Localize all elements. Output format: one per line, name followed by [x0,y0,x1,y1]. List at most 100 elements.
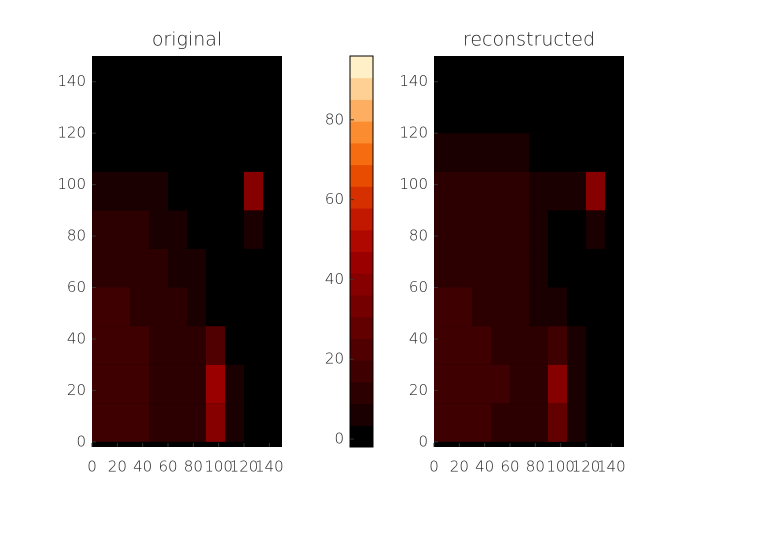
heatmap-cell [567,248,586,288]
heatmap-cell [130,403,149,442]
heatmap-cell [605,56,624,95]
heatmap-cell [586,210,605,249]
heatmap-cell [206,210,225,249]
y-tick-label: 0 [418,432,428,450]
heatmap-cell [225,287,244,327]
heatmap-cell [434,364,453,404]
heatmap-cell [586,133,605,172]
heatmap-cell [263,287,282,327]
heatmap-cell [130,210,149,249]
heatmap-cell [529,248,548,288]
heatmap-cell [586,171,605,211]
heatmap-cell [434,94,453,134]
heatmap-cell [567,133,586,172]
heatmap-cell [111,56,130,95]
heatmap-cell [586,248,605,288]
heatmap-cell [225,210,244,249]
heatmap-cell [149,210,168,249]
y-tick-label: 120 [57,124,86,142]
heatmap-cell [149,133,168,172]
heatmap-cell [130,287,149,327]
heatmap-cell [472,94,491,134]
heatmap-cell [586,326,605,365]
heatmap-cell [510,364,529,404]
heatmap-cell [434,248,453,288]
heatmap-cell [244,287,263,327]
heatmap-cell [605,133,624,172]
heatmap-cell [168,171,187,211]
heatmap-cell [548,248,567,288]
heatmap-cell [130,364,149,404]
heatmap-cell [567,364,586,404]
x-tick-label: 20 [450,458,469,476]
heatmap-cell [472,287,491,327]
heatmap-cell [111,403,130,442]
heatmap-cell [605,210,624,249]
heatmap-cell [567,94,586,134]
colorbar-band [350,381,373,405]
heatmap-cell [130,171,149,211]
y-tick-label: 20 [67,381,86,399]
x-tick-label: 120 [572,458,601,476]
heatmap-cell [187,210,206,249]
heatmap-cell [548,403,567,442]
heatmap-cell [244,248,263,288]
heatmap-cell [244,403,263,442]
heatmap-cell [548,326,567,365]
heatmap-cell [111,326,130,365]
heatmap-cell [187,248,206,288]
heatmap-cell [225,133,244,172]
heatmap-cell [472,364,491,404]
heatmap-cell [168,94,187,134]
heatmap-cell [453,287,472,327]
heatmap-cell [434,56,453,95]
heatmap-cell [548,133,567,172]
heatmap-cell [111,94,130,134]
heatmap-cell [111,210,130,249]
heatmap-cell [225,171,244,211]
heatmap-cell [548,287,567,327]
colorbar-band [350,403,373,426]
heatmap-cell [491,326,510,365]
heatmap-cell [491,171,510,211]
heatmap-cell [491,248,510,288]
heatmap-cell [453,210,472,249]
heatmap-cell [225,364,244,404]
colorbar-band [350,294,373,318]
heatmap-cell [92,210,111,249]
heatmap-cell [434,403,453,442]
colorbar-band [350,99,373,122]
heatmap-cell [206,364,225,404]
x-tick-label: 40 [133,458,152,476]
heatmap-cell [206,248,225,288]
heatmap-cell [491,403,510,442]
y-tick-label: 0 [76,432,86,450]
heatmap-cell [263,210,282,249]
heatmap-cell [491,133,510,172]
heatmap-cell [92,248,111,288]
heatmap-cell [168,287,187,327]
heatmap-cell [567,171,586,211]
x-tick-label: 100 [204,458,233,476]
heatmap-cell [187,326,206,365]
heatmap-cell [225,94,244,134]
heatmap-cell [586,287,605,327]
heatmap-cell [586,56,605,95]
heatmap-cell [187,171,206,211]
heatmap-cell [548,171,567,211]
heatmap-cell [434,287,453,327]
heatmap-cell [206,94,225,134]
y-tick-label: 100 [399,175,428,193]
x-tick-label: 0 [429,458,439,476]
heatmap-cell [263,326,282,365]
heatmap-cell [510,403,529,442]
heatmap-cell [187,133,206,172]
heatmap-cell [586,403,605,442]
heatmap-cell [529,403,548,442]
heatmap-cell [225,403,244,442]
heatmap-cell [472,248,491,288]
heatmap-cell [510,171,529,211]
heatmap-cell [187,94,206,134]
heatmap-cell [244,94,263,134]
